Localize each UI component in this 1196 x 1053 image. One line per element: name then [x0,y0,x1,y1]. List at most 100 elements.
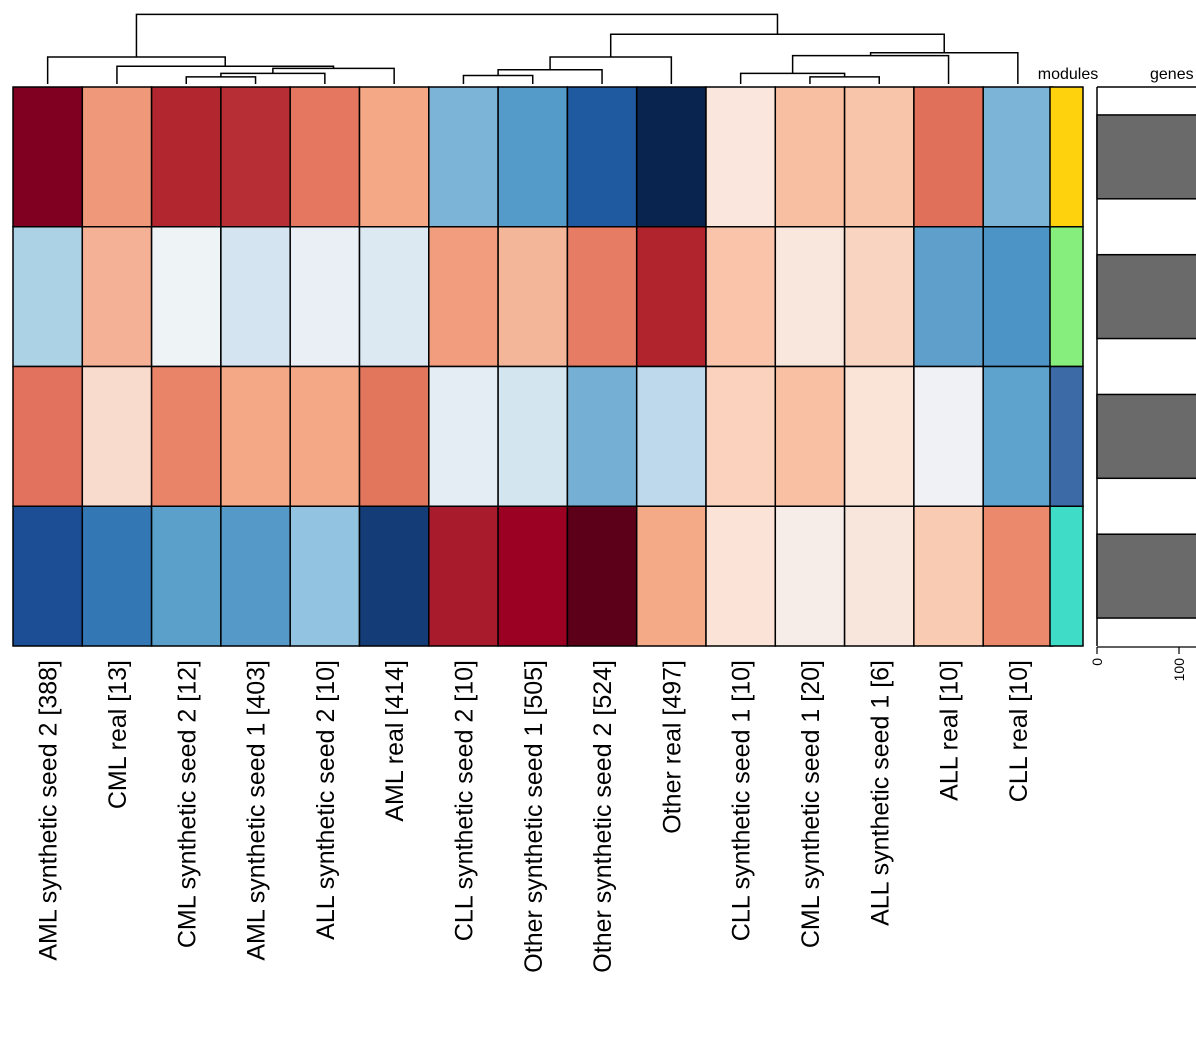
heatmap-cell-r2-c2 [81,226,153,368]
heatmap-cell-r1-c5 [289,86,361,228]
dendrogram-branch-3 [809,76,880,84]
column-label-1: AML synthetic seed 2 [388] [35,660,63,961]
genes-bar-2 [1096,253,1196,340]
module-swatch-3 [1049,365,1084,507]
heatmap-cell-r3-c14 [913,365,984,507]
heatmap-cell-r1-c4 [220,86,291,228]
column-label-13: ALL synthetic seed 1 [6] [866,660,894,926]
heatmap-cell-r4-c4 [220,505,291,647]
dendrogram-branch-7 [272,67,395,84]
heatmap-cell-r4-c6 [358,505,430,647]
column-label-4: AML synthetic seed 1 [403] [243,660,271,961]
dendrogram-branch-12 [46,56,226,84]
column-label-11: CLL synthetic seed 1 [10] [728,660,756,941]
heatmap-cell-r3-c11 [705,365,777,507]
genes-axis-tick-label-2: 100 [1171,658,1187,682]
heatmap-cell-r2-c1 [12,226,84,368]
column-labels: AML synthetic seed 2 [388] CML real [13] C… [35,660,1033,973]
module-swatch-4 [1049,505,1084,647]
column-label-15: CLL real [10] [1005,660,1033,802]
dendrogram-branch-9 [791,54,950,84]
heatmap-cell-r2-c5 [289,226,361,368]
heatmap-cell-r3-c1 [12,365,84,507]
heatmap-cell-r3-c13 [843,365,915,507]
heatmap-cell-r1-c9 [566,86,638,228]
column-label-8: Other synthetic seed 1 [505] [520,660,548,973]
genes-bar-panel: 0100200 [1089,86,1196,682]
column-label-5: ALL synthetic seed 2 [10] [312,660,340,940]
heatmap-cell-r4-c12 [774,505,846,647]
heatmap-cell-r4-c11 [705,505,777,647]
heatmap-cell-r3-c6 [358,365,430,507]
heatmap-cell-r3-c4 [220,365,291,507]
heatmap-cell-r1-c6 [358,86,430,228]
heatmap-cell-r3-c5 [289,365,361,507]
dendrogram-branch-13 [609,33,945,58]
heatmap-cell-r3-c7 [428,365,499,507]
column-label-10: Other real [497] [658,660,686,834]
column-label-7: CLL synthetic seed 2 [10] [450,660,478,941]
dendrogram-branch-14 [135,13,779,58]
dendrogram-branch-6 [497,69,603,84]
heatmap-cell-r4-c15 [982,505,1054,647]
heatmap-cell-r4-c3 [150,505,222,647]
module-color-strip [1049,86,1084,647]
column-label-14: ALL real [10] [936,660,964,801]
heatmap-cell-r4-c13 [843,505,915,647]
dendrogram-branch-2 [220,72,326,84]
genes-bar-3 [1096,393,1196,480]
genes-header: genes [1150,66,1194,83]
heatmap-cell-r1-c8 [497,86,569,228]
heatmap-cell-r4-c8 [497,505,569,647]
heatmap-cell-r4-c2 [81,505,153,647]
heatmap-cell-r1-c1 [12,86,84,228]
heatmap-cell-r3-c15 [982,365,1054,507]
heatmap-cell-r2-c13 [843,226,915,368]
heatmap-cell-r2-c12 [774,226,846,368]
module-swatch-1 [1049,86,1084,228]
heatmap-cell-r3-c3 [150,365,222,507]
heatmap-cell-r4-c5 [289,505,361,647]
heatmap-cell-r4-c14 [913,505,984,647]
heatmap-cell-r3-c9 [566,365,638,507]
heatmap-cell-r1-c7 [428,86,499,228]
heatmap-cell-r1-c3 [150,86,222,228]
heatmap-cell-r1-c2 [81,86,153,228]
genes-bar-4 [1096,533,1196,619]
heatmap-cell-r1-c15 [982,86,1054,228]
column-label-9: Other synthetic seed 2 [524] [589,660,617,973]
column-label-2: CML real [13] [104,660,132,809]
heatmap-cell-r2-c9 [566,226,638,368]
dendrogram-branch-11 [869,52,1019,84]
heatmap-cell-r2-c8 [497,226,569,368]
dendrogram-branch-5 [739,72,846,84]
heatmap-cell-r3-c10 [635,365,707,507]
heatmap-cell-r2-c14 [913,226,984,368]
heatmap-cell-r2-c6 [358,226,430,368]
heatmap-cell-r3-c12 [774,365,846,507]
dendrogram-branch-4 [462,74,534,84]
heatmap-cell-r4-c7 [428,505,499,647]
heatmap-cell-r1-c11 [705,86,777,228]
heatmap-cells [12,86,1054,647]
heatmap-cell-r2-c3 [150,226,222,368]
heatmap-cell-r2-c10 [635,226,707,368]
heatmap-cell-r2-c11 [705,226,777,368]
genes-bar-1 [1096,114,1196,200]
column-label-6: AML real [414] [381,660,409,822]
heatmap-cell-r1-c14 [913,86,984,228]
column-label-12: CML synthetic seed 1 [20] [797,660,825,948]
heatmap-cell-r2-c15 [982,226,1054,368]
heatmap-cell-r3-c8 [497,365,569,507]
modules-header: modules [1038,66,1098,83]
column-dendrogram [46,13,1019,84]
dendrogram-branch-1 [185,76,257,84]
heatmap-cell-r1-c12 [774,86,846,228]
heatmap-cell-r3-c2 [81,365,153,507]
genes-axis-tick-label-1: 0 [1089,658,1105,666]
heatmap-cell-r2-c4 [220,226,291,368]
heatmap-cell-r4-c1 [12,505,84,647]
heatmap-cell-r4-c10 [635,505,707,647]
heatmap-cell-r4-c9 [566,505,638,647]
